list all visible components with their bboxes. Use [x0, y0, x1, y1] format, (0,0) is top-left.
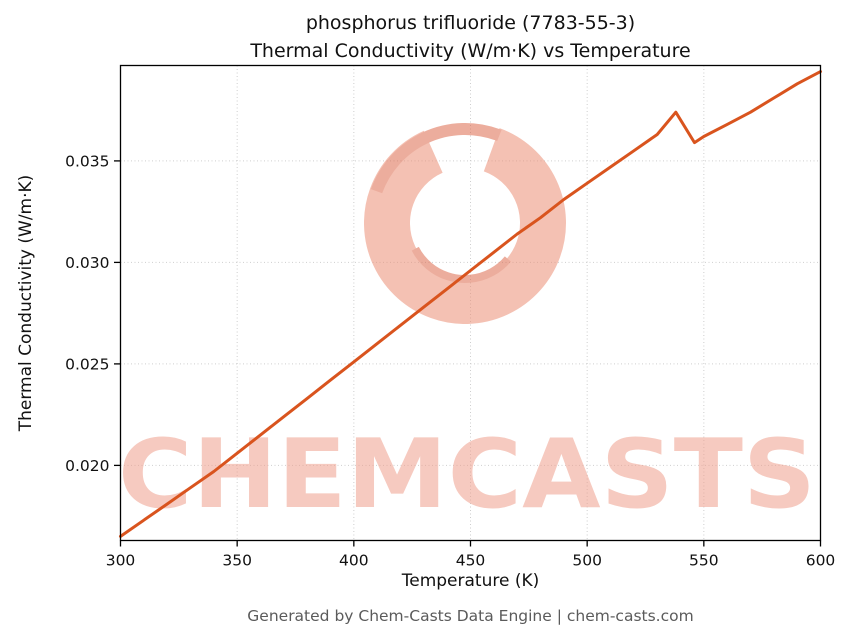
y-axis-label: Thermal Conductivity (W/m·K): [16, 174, 36, 432]
x-tick-label: 300: [106, 552, 136, 570]
watermark: CHEMCASTS: [118, 122, 816, 530]
y-tick-label: 0.035: [65, 152, 109, 170]
x-tick-label: 400: [339, 552, 369, 570]
x-tick-label: 500: [572, 552, 602, 570]
chart-title-line1: phosphorus trifluoride (7783-55-3): [305, 12, 636, 34]
y-tick-label: 0.025: [65, 355, 109, 373]
x-tick-label: 550: [689, 552, 719, 570]
footer-credit: Generated by Chem-Casts Data Engine | ch…: [247, 607, 694, 625]
chart-title: phosphorus trifluoride (7783-55-3) Therm…: [120, 9, 821, 65]
x-tick-label: 450: [456, 552, 486, 570]
data-line: [119, 70, 822, 538]
watermark-text: CHEMCASTS: [118, 420, 816, 530]
x-tick-label: 350: [222, 552, 252, 570]
x-tick-label: 600: [806, 552, 836, 570]
y-tick-label: 0.020: [65, 457, 109, 475]
chart-title-line2: Thermal Conductivity (W/m·K) vs Temperat…: [250, 40, 691, 62]
y-tick-label: 0.030: [65, 254, 109, 272]
x-axis-label: Temperature (K): [401, 571, 540, 591]
